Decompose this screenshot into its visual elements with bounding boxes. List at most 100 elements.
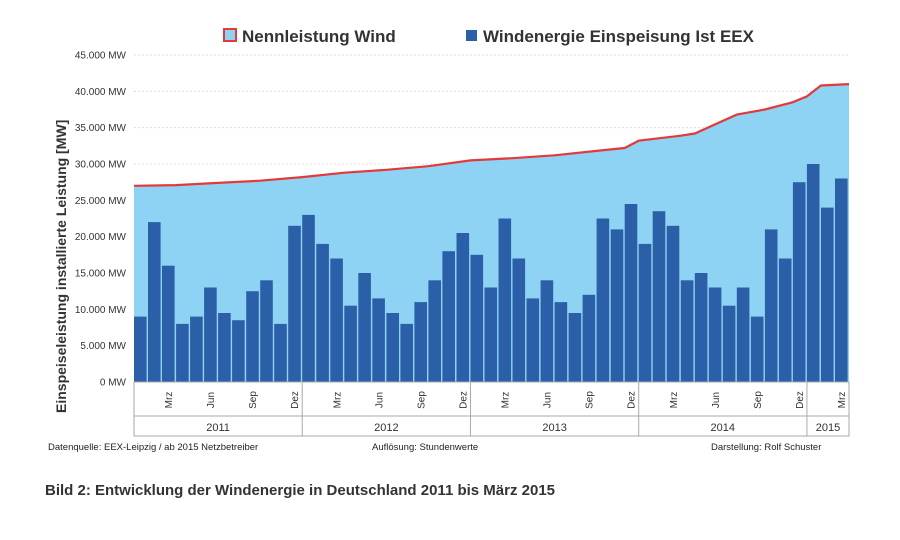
feed-in-bar (624, 204, 638, 382)
feed-in-bar (204, 287, 217, 382)
year-label: 2015 (816, 422, 840, 434)
feed-in-bar (442, 251, 455, 382)
feed-in-bar (148, 222, 161, 382)
y-tick-label: 35.000 MW (75, 123, 127, 134)
y-axis-ticks: 0 MW 5.000 MW 10.000 MW 15.000 MW 20.000 MW 2… (75, 51, 127, 389)
capacity-line (133, 83, 850, 187)
month-label: Jun (543, 392, 554, 408)
resolution-note: Auflösung: Stundenwerte (372, 442, 478, 453)
feed-in-bar (708, 287, 722, 382)
feed-in-bar (806, 164, 820, 382)
feed-in-bar (680, 280, 694, 382)
y-tick-label: 0 MW (100, 378, 127, 389)
month-label: Dez (627, 391, 638, 409)
feed-in-bar (358, 273, 371, 382)
feed-in-bar (694, 273, 708, 382)
figure-caption: Bild 2: Entwicklung der Windenergie in D… (45, 482, 555, 499)
month-label: Dez (459, 391, 470, 409)
y-tick-label: 30.000 MW (75, 160, 127, 171)
plot-area (133, 54, 850, 383)
year-label: 2011 (206, 422, 230, 434)
feed-in-bar (821, 207, 834, 382)
feed-in-bar (288, 225, 301, 382)
feed-in-bar (554, 302, 568, 382)
feed-in-bar (470, 254, 484, 382)
y-tick-label: 40.000 MW (75, 87, 127, 98)
feed-in-bar (274, 323, 287, 382)
month-labels: Mrz Jun Sep Dez Mrz Jun Sep Dez Mrz Jun Sep Dez Mrz J… (164, 391, 848, 409)
x-axis-table: Mrz Jun Sep Dez Mrz Jun Sep Dez Mrz Jun Sep Dez Mrz J… (133, 381, 850, 437)
feed-in-bar (652, 211, 666, 382)
feed-in-bar (330, 258, 343, 382)
feed-in-bar (568, 313, 582, 382)
source-note: Datenquelle: EEX-Leipzig / ab 2015 Netzb… (48, 442, 258, 453)
legend: Nennleistung Wind Windenergie Einspeisun… (223, 27, 755, 46)
feed-in-bar (526, 298, 540, 382)
month-label: Mrz (164, 392, 175, 409)
month-label: Sep (585, 391, 596, 409)
feed-in-bar (540, 280, 554, 382)
feed-in-bar (498, 218, 512, 382)
feed-in-bar (232, 320, 245, 382)
month-label: Mrz (501, 392, 512, 409)
year-labels: 2011 2012 2013 2014 2015 (206, 422, 840, 434)
feed-in-bar (666, 225, 680, 382)
y-tick-label: 20.000 MW (75, 232, 127, 243)
month-label: Dez (290, 391, 301, 409)
feed-in-bar (764, 229, 778, 382)
month-label: Jun (711, 392, 722, 408)
y-tick-label: 45.000 MW (75, 51, 127, 62)
feed-in-bar (610, 229, 624, 382)
year-label: 2012 (374, 422, 398, 434)
month-label: Sep (753, 391, 764, 409)
feed-in-bar (835, 178, 848, 382)
feed-in-bar (372, 298, 385, 382)
month-label: Mrz (837, 392, 848, 409)
feed-in-bar (736, 287, 750, 382)
feed-in-bar (260, 280, 273, 382)
feed-in-bar (428, 280, 441, 382)
month-label: Jun (206, 392, 217, 408)
feed-in-bar (246, 291, 259, 382)
feed-in-bar (722, 305, 736, 382)
month-label: Jun (374, 392, 385, 408)
month-label: Dez (795, 391, 806, 409)
feed-in-bar (582, 294, 596, 382)
feed-in-bar (386, 313, 399, 382)
y-tick-label: 5.000 MW (80, 341, 126, 352)
feed-in-bar (456, 233, 470, 382)
y-tick-label: 15.000 MW (75, 269, 127, 280)
year-label: 2013 (542, 422, 566, 434)
feed-in-bar (792, 182, 806, 382)
month-label: Mrz (332, 392, 343, 409)
feed-in-spikes (134, 164, 848, 382)
feed-in-bar (484, 287, 498, 382)
feed-in-bar (344, 305, 357, 382)
legend-label-einspeisung: Windenergie Einspeisung Ist EEX (483, 27, 755, 46)
feed-in-bar (218, 313, 231, 382)
legend-swatch-nennleistung (223, 28, 237, 42)
feed-in-bar (638, 243, 652, 382)
legend-swatch-einspeisung (466, 30, 477, 41)
feed-in-bar (316, 243, 329, 382)
feed-in-bar (414, 302, 427, 382)
month-label: Sep (248, 391, 259, 409)
y-tick-label: 25.000 MW (75, 196, 127, 207)
year-label: 2014 (711, 422, 735, 434)
feed-in-bar (750, 316, 764, 382)
feed-in-bar (162, 265, 175, 382)
feed-in-bar (778, 258, 792, 382)
month-label: Sep (416, 391, 427, 409)
month-label: Mrz (669, 392, 680, 409)
feed-in-bar (134, 316, 147, 382)
author-note: Darstellung: Rolf Schuster (711, 442, 821, 453)
y-axis-label: Einspeiseleistung installierte Leistung … (53, 120, 69, 413)
x-axis-frame (133, 381, 850, 437)
legend-label-nennleistung: Nennleistung Wind (242, 27, 396, 46)
feed-in-bar (400, 323, 413, 382)
y-tick-label: 10.000 MW (75, 305, 127, 316)
feed-in-bar (190, 316, 203, 382)
feed-in-bar (596, 218, 610, 382)
feed-in-bar (176, 323, 189, 382)
